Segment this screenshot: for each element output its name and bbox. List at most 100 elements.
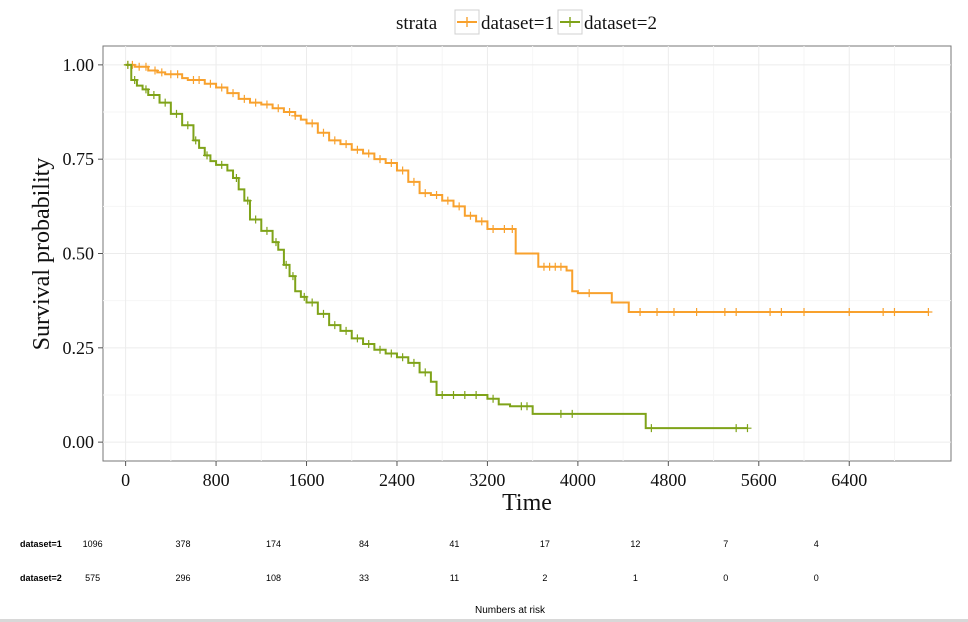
censor-mark <box>421 189 430 198</box>
risk-table-title: Numbers at risk <box>475 605 546 616</box>
censor-mark <box>409 358 418 367</box>
censor-mark <box>353 145 362 154</box>
censor-mark <box>166 70 175 79</box>
censor-mark <box>376 155 385 164</box>
censor-mark <box>432 191 441 200</box>
censor-mark <box>669 307 678 316</box>
censor-mark <box>161 98 170 107</box>
censor-mark <box>472 390 481 399</box>
censor-mark <box>291 111 300 120</box>
censor-mark <box>271 238 280 247</box>
risk-value: 17 <box>540 539 550 549</box>
censor-mark <box>342 140 351 149</box>
risk-table: dataset=1 dataset=2 1096 378 174 84 41 17 12 7 4… <box>20 539 819 616</box>
censor-mark <box>556 409 565 418</box>
censor-mark <box>285 108 294 117</box>
censor-mark <box>262 226 271 235</box>
x-axis-title: Time <box>502 490 552 516</box>
censor-mark <box>409 177 418 186</box>
censor-mark <box>438 390 447 399</box>
risk-value: 12 <box>630 539 640 549</box>
series-1-curve <box>125 63 929 313</box>
y-tick-label: 1.00 <box>63 55 95 75</box>
legend-label-2: dataset=2 <box>584 13 657 34</box>
risk-row-label-2: dataset=2 <box>20 573 62 583</box>
x-tick-label: 3200 <box>469 470 505 490</box>
risk-value: 296 <box>176 573 191 583</box>
censor-mark <box>489 224 498 233</box>
x-tick-label: 5600 <box>741 470 777 490</box>
censor-mark <box>229 89 238 98</box>
censor-mark <box>387 349 396 358</box>
censor-mark <box>766 307 775 316</box>
censor-mark <box>455 202 464 211</box>
censor-mark <box>217 83 226 92</box>
risk-value: 11 <box>450 573 459 583</box>
x-tick-label: 4800 <box>650 470 686 490</box>
y-axis: 0.00 0.25 0.50 0.75 1.00 <box>63 55 103 452</box>
x-tick-label: 0 <box>121 470 130 490</box>
risk-value: 33 <box>359 573 369 583</box>
censor-mark <box>330 136 339 145</box>
censor-mark <box>308 119 317 128</box>
censor-mark <box>732 307 741 316</box>
grid-major <box>103 46 951 461</box>
censor-mark <box>141 85 150 94</box>
censor-mark <box>556 262 565 271</box>
censor-mark <box>466 211 475 220</box>
legend-label-1: dataset=1 <box>481 13 554 34</box>
censor-mark <box>443 196 452 205</box>
censor-mark <box>123 60 132 69</box>
x-tick-label: 6400 <box>831 470 867 490</box>
censor-mark <box>647 424 656 433</box>
censor-mark <box>636 307 645 316</box>
censor-mark <box>353 334 362 343</box>
censor-mark <box>743 424 752 433</box>
censor-mark <box>387 158 396 167</box>
censor-mark <box>203 151 212 160</box>
censor-mark <box>330 321 339 330</box>
censor-mark <box>195 75 204 84</box>
legend-title: strata <box>396 13 438 34</box>
censor-mark <box>477 217 486 226</box>
risk-value: 41 <box>449 539 459 549</box>
legend-item-2: dataset=2 <box>557 9 657 35</box>
censor-mark <box>135 62 144 71</box>
y-tick-label: 0.00 <box>63 432 95 452</box>
censor-mark <box>191 136 200 145</box>
censor-mark <box>151 66 160 75</box>
x-axis: 0 800 1600 2400 3200 4000 4800 5600 6400 <box>121 461 867 490</box>
censor-mark <box>217 160 226 169</box>
censor-mark <box>243 196 252 205</box>
censor-mark <box>653 307 662 316</box>
legend-item-1: dataset=1 <box>454 9 554 35</box>
legend: strata dataset=1 dataset=2 <box>396 9 657 35</box>
censor-mark <box>364 340 373 349</box>
censor-mark <box>398 353 407 362</box>
censor-mark <box>282 260 291 269</box>
y-tick-label: 0.75 <box>63 149 95 169</box>
censor-mark <box>183 121 192 130</box>
censor-mark <box>274 104 283 113</box>
y-axis-title: Survival probability <box>29 158 55 351</box>
risk-row-label-1: dataset=1 <box>20 539 62 549</box>
censor-mark <box>149 91 158 100</box>
censor-mark <box>508 224 517 233</box>
x-tick-label: 800 <box>203 470 230 490</box>
bottom-border <box>0 619 968 622</box>
risk-value: 0 <box>723 573 728 583</box>
censor-mark <box>845 307 854 316</box>
censor-mark <box>421 368 430 377</box>
censor-mark <box>300 292 309 301</box>
y-tick-label: 0.25 <box>63 338 95 358</box>
censor-mark <box>240 94 249 103</box>
risk-value: 0 <box>814 573 819 583</box>
risk-value: 84 <box>359 539 369 549</box>
risk-value: 378 <box>176 539 191 549</box>
censor-mark <box>489 394 498 403</box>
risk-value: 2 <box>542 573 547 583</box>
risk-value: 1096 <box>83 539 103 549</box>
censor-mark <box>890 307 899 316</box>
censor-mark <box>879 307 888 316</box>
